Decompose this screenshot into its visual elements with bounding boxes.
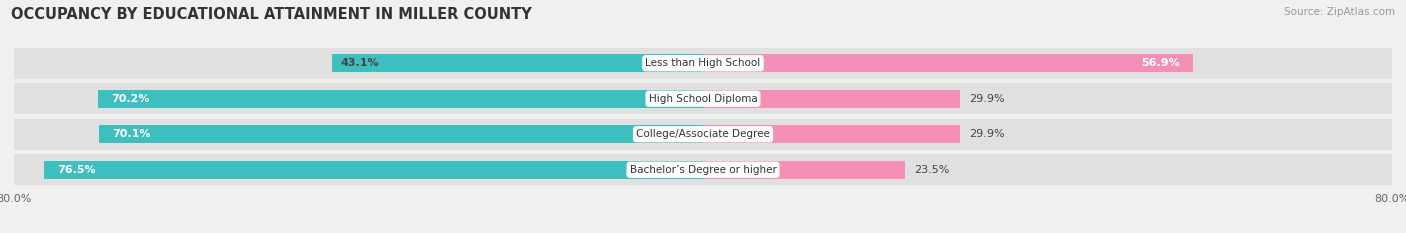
Bar <box>703 161 905 179</box>
Text: 23.5%: 23.5% <box>914 165 949 175</box>
Text: OCCUPANCY BY EDUCATIONAL ATTAINMENT IN MILLER COUNTY: OCCUPANCY BY EDUCATIONAL ATTAINMENT IN M… <box>11 7 531 22</box>
Text: Source: ZipAtlas.com: Source: ZipAtlas.com <box>1284 7 1395 17</box>
Text: 29.9%: 29.9% <box>969 129 1005 139</box>
Bar <box>44 161 703 179</box>
Bar <box>332 54 703 72</box>
Text: High School Diploma: High School Diploma <box>648 94 758 104</box>
Text: 70.2%: 70.2% <box>111 94 150 104</box>
Text: Less than High School: Less than High School <box>645 58 761 68</box>
Text: 43.1%: 43.1% <box>340 58 380 68</box>
Bar <box>14 48 1392 79</box>
Text: Bachelor’s Degree or higher: Bachelor’s Degree or higher <box>630 165 776 175</box>
Text: 56.9%: 56.9% <box>1142 58 1180 68</box>
Text: 70.1%: 70.1% <box>112 129 150 139</box>
Text: 76.5%: 76.5% <box>58 165 96 175</box>
Text: 29.9%: 29.9% <box>969 94 1005 104</box>
Bar <box>703 125 960 144</box>
Bar <box>14 83 1392 114</box>
Bar <box>14 154 1392 185</box>
Bar <box>14 119 1392 150</box>
Bar <box>703 89 960 108</box>
Bar <box>100 125 703 144</box>
Bar <box>98 89 703 108</box>
Bar <box>703 54 1194 72</box>
Text: College/Associate Degree: College/Associate Degree <box>636 129 770 139</box>
